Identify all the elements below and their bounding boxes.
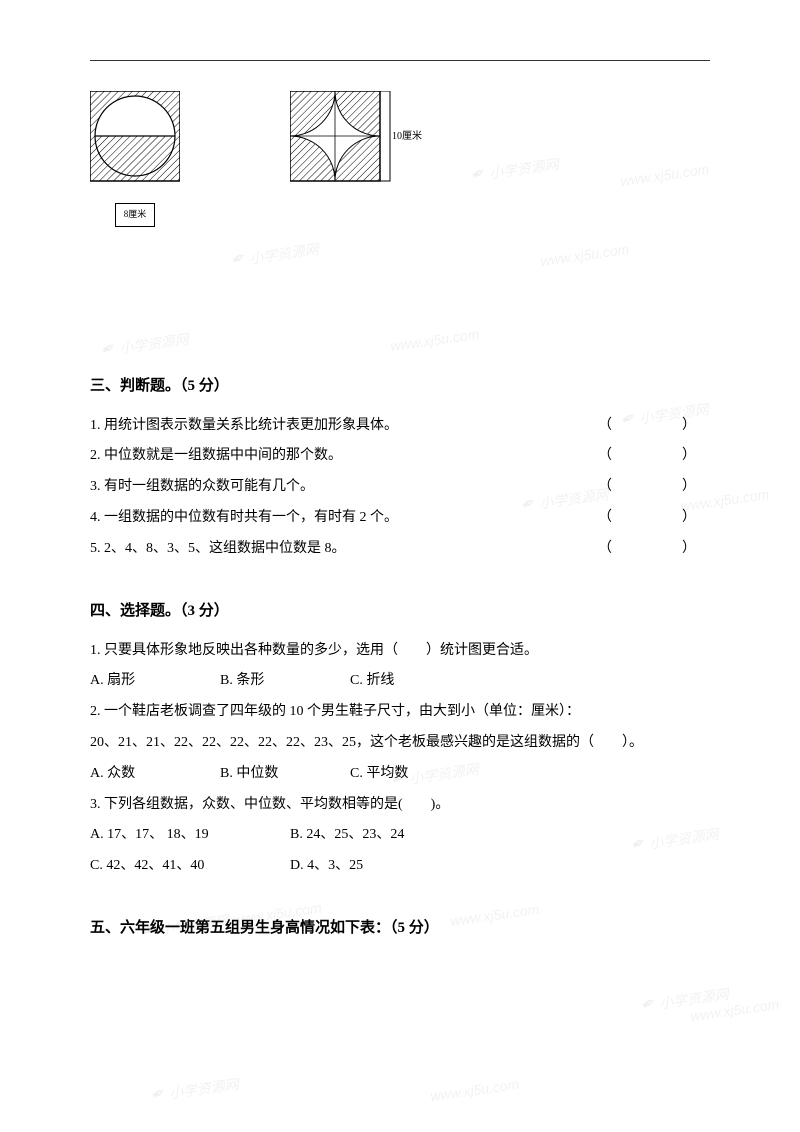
figures-row: 8厘米 10厘米 (90, 91, 710, 230)
q3-2: 2. 中位数就是一组数据中中间的那个数。 （ ） (90, 441, 710, 472)
section-4-title: 四、选择题。（3 分） (90, 595, 710, 628)
figure-1-svg (90, 91, 180, 186)
watermark: www.xj5u.com (428, 1069, 521, 1112)
q4-3-stem: 3. 下列各组数据，众数、中位数、平均数相等的是( )。 (90, 790, 710, 821)
q4-2-line2: 20、21、21、22、22、22、22、22、23、25，这个老板最感兴趣的是… (90, 728, 710, 759)
q3-4-text: 4. 一组数据的中位数有时共有一个，有时有 2 个。 (90, 503, 598, 534)
section-3-title: 三、判断题。（5 分） (90, 370, 710, 403)
q4-3-b: B. 24、25、23、24 (290, 820, 490, 851)
q3-1-paren: （ ） (598, 411, 710, 442)
q4-2-a: A. 众数 (90, 759, 220, 790)
q3-3: 3. 有时一组数据的众数可能有几个。 （ ） (90, 472, 710, 503)
figure-1: 8厘米 (90, 91, 180, 230)
figure-2: 10厘米 (290, 91, 410, 230)
watermark: www.xj5u.com (538, 234, 631, 277)
watermark: ✒ 小学资源网 (98, 319, 192, 371)
top-rule (90, 60, 710, 61)
watermark: ✒ 小学资源网 (638, 974, 732, 1026)
q3-3-paren: （ ） (598, 472, 710, 503)
q4-3-a: A. 17、17、 18、19 (90, 820, 290, 851)
q4-3-c: C. 42、42、41、40 (90, 851, 290, 882)
q3-1-text: 1. 用统计图表示数量关系比统计表更加形象具体。 (90, 411, 598, 442)
q4-3-d: D. 4、3、25 (290, 851, 490, 882)
q4-2-b: B. 中位数 (220, 759, 350, 790)
q4-1-b: B. 条形 (220, 666, 350, 697)
q3-2-text: 2. 中位数就是一组数据中中间的那个数。 (90, 441, 598, 472)
q4-3-options-1: A. 17、17、 18、19 B. 24、25、23、24 (90, 820, 710, 851)
watermark: www.xj5u.com (688, 989, 781, 1032)
q4-3-options-2: C. 42、42、41、40 D. 4、3、25 (90, 851, 710, 882)
q3-5-paren: （ ） (598, 534, 710, 565)
figure-2-dim: 10厘米 (392, 126, 422, 148)
watermark: ✒ 小学资源网 (148, 1064, 242, 1116)
q3-3-text: 3. 有时一组数据的众数可能有几个。 (90, 472, 598, 503)
q4-2-c: C. 平均数 (350, 759, 480, 790)
section-5-title: 五、六年级一班第五组男生身高情况如下表：（5 分） (90, 912, 710, 945)
q4-1-c: C. 折线 (350, 666, 480, 697)
q3-5-text: 5. 2、4、8、3、5、这组数据中位数是 8。 (90, 534, 598, 565)
q4-1-a: A. 扇形 (90, 666, 220, 697)
watermark: ✒ 小学资源网 (228, 229, 322, 281)
q4-2-stem: 2. 一个鞋店老板调查了四年级的 10 个男生鞋子尺寸，由大到小（单位：厘米）： (90, 697, 710, 728)
q3-4-paren: （ ） (598, 503, 710, 534)
figure-1-dim: 8厘米 (115, 203, 156, 227)
q3-2-paren: （ ） (598, 441, 710, 472)
q3-5: 5. 2、4、8、3、5、这组数据中位数是 8。 （ ） (90, 534, 710, 565)
q4-2-options: A. 众数 B. 中位数 C. 平均数 (90, 759, 710, 790)
q4-1-options: A. 扇形 B. 条形 C. 折线 (90, 666, 710, 697)
q3-4: 4. 一组数据的中位数有时共有一个，有时有 2 个。 （ ） (90, 503, 710, 534)
q3-1: 1. 用统计图表示数量关系比统计表更加形象具体。 （ ） (90, 411, 710, 442)
q4-1-stem: 1. 只要具体形象地反映出各种数量的多少，选用（ ）统计图更合适。 (90, 636, 710, 667)
watermark: www.xj5u.com (388, 319, 481, 362)
